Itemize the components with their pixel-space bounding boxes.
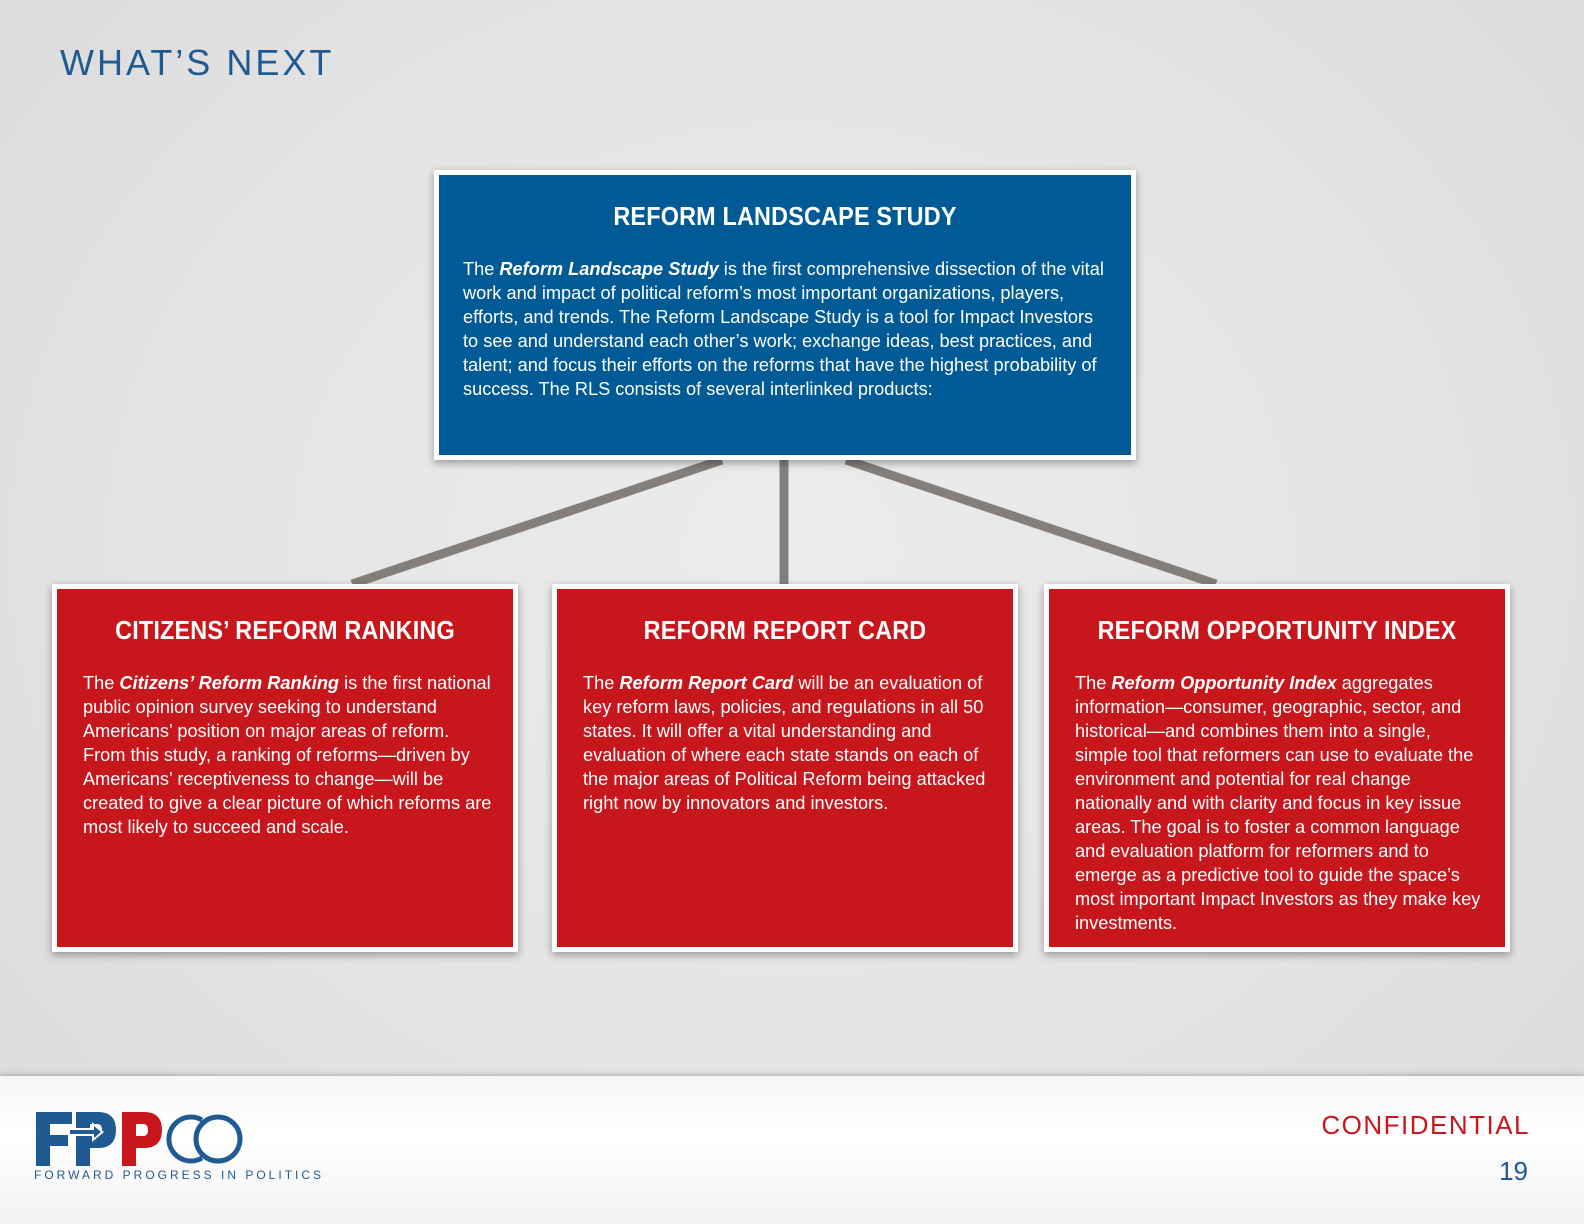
product-title: REFORM REPORT CARD <box>643 615 927 645</box>
connector-left <box>350 455 724 589</box>
product-description: The Citizens’ Reform Ranking is the firs… <box>83 671 495 839</box>
main-box-body: is the first comprehensive dissection of… <box>463 259 1104 399</box>
main-box-title: REFORM LANDSCAPE STUDY <box>613 201 957 231</box>
product-body: aggregates information—consumer, geograp… <box>1075 673 1481 933</box>
reform-report-card-box: REFORM REPORT CARD The Reform Report Car… <box>552 584 1018 952</box>
product-body: will be an evaluation of key reform laws… <box>583 673 986 813</box>
footer-band <box>0 1076 1584 1224</box>
confidential-label: CONFIDENTIAL <box>1321 1110 1530 1140</box>
main-box-emphasis: Reform Landscape Study <box>499 259 719 279</box>
reform-landscape-study-box: REFORM LANDSCAPE STUDY The Reform Landsc… <box>434 170 1136 460</box>
fppco-logo <box>34 1108 244 1175</box>
reform-opportunity-index-box: REFORM OPPORTUNITY INDEX The Reform Oppo… <box>1044 584 1510 952</box>
page-title: WHAT’S NEXT <box>60 42 335 83</box>
product-lead: The <box>83 673 120 693</box>
product-emphasis: Reform Opportunity Index <box>1111 673 1337 693</box>
product-emphasis: Reform Report Card <box>619 673 794 693</box>
product-emphasis: Citizens’ Reform Ranking <box>119 673 340 693</box>
fppco-logo-mark <box>36 1112 243 1166</box>
main-box-lead: The <box>463 259 500 279</box>
product-body: is the first national public opinion sur… <box>83 673 492 837</box>
product-description: The Reform Report Card will be an evalua… <box>583 671 995 815</box>
product-lead: The <box>1075 673 1112 693</box>
page-number: 19 <box>1499 1156 1528 1186</box>
main-box-description: The Reform Landscape Study is the first … <box>463 257 1107 401</box>
connector-right <box>844 455 1218 589</box>
product-title: CITIZENS’ REFORM RANKING <box>115 615 455 645</box>
product-lead: The <box>583 673 620 693</box>
product-title: REFORM OPPORTUNITY INDEX <box>1097 615 1457 645</box>
citizens-reform-ranking-box: CITIZENS’ REFORM RANKING The Citizens’ R… <box>52 584 518 952</box>
product-description: The Reform Opportunity Index aggregates … <box>1075 671 1487 935</box>
logo-tagline: FORWARD PROGRESS IN POLITICS <box>34 1168 325 1182</box>
